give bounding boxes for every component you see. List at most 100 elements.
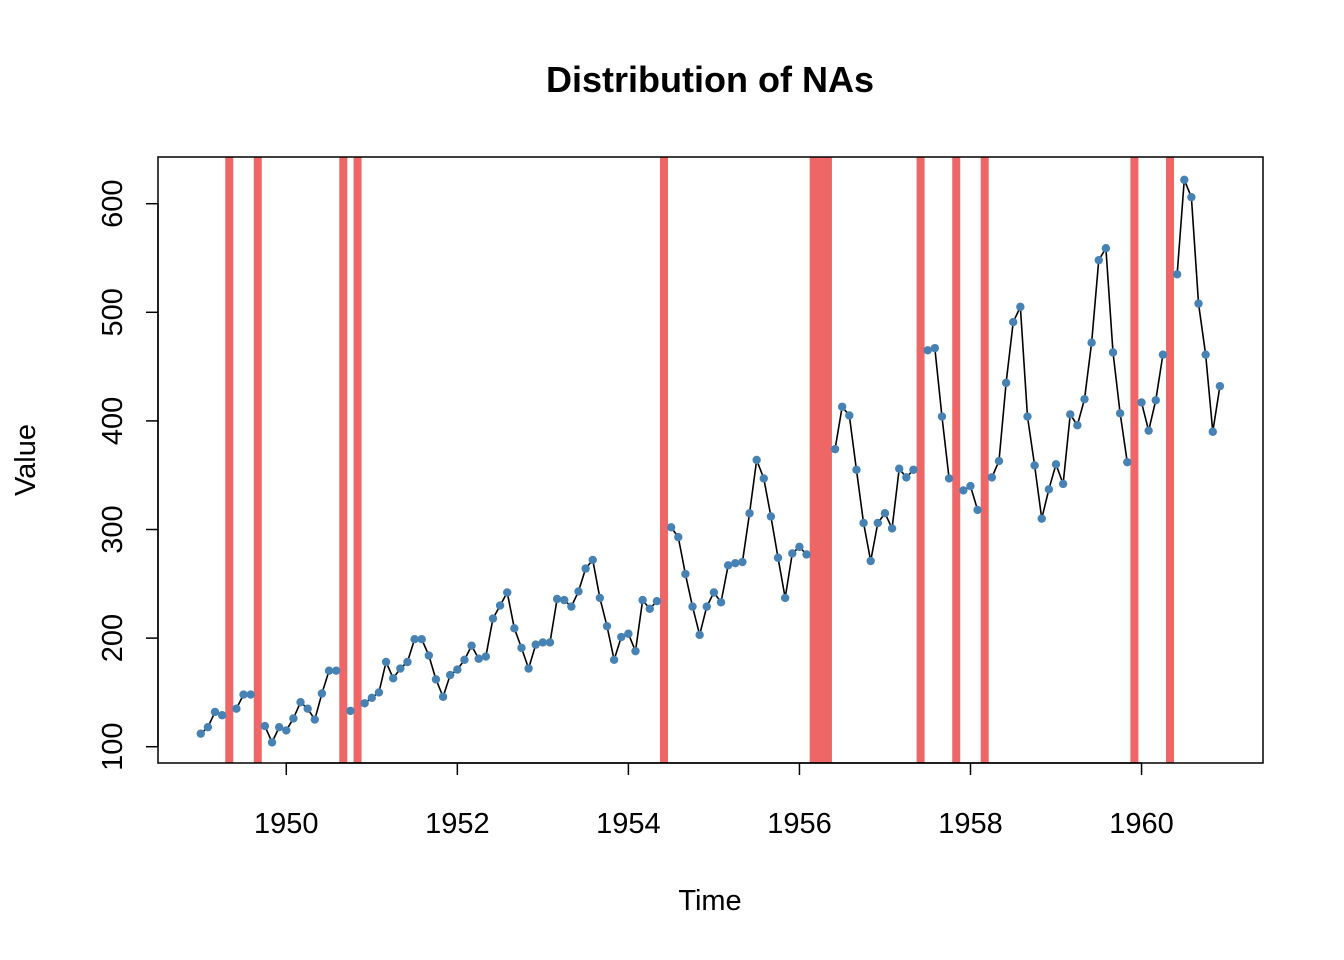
data-point — [1058, 479, 1068, 489]
data-point — [1108, 348, 1118, 357]
y-axis: 100 200 300 400 500 600 — [97, 180, 159, 771]
data-point — [1172, 270, 1182, 279]
series-line-segment — [1040, 489, 1050, 519]
data-point — [609, 655, 619, 665]
na-band — [916, 157, 925, 763]
data-point — [410, 634, 419, 644]
na-band — [253, 157, 262, 763]
series-line-segment — [549, 598, 558, 643]
series-line-segment — [677, 536, 687, 575]
data-point — [773, 553, 783, 562]
series-line-segment — [1090, 260, 1100, 343]
series-line-segment — [1140, 402, 1150, 431]
data-point — [538, 638, 548, 647]
data-point — [424, 651, 434, 660]
series-line-segment — [634, 599, 644, 652]
data-point — [560, 595, 569, 605]
y-tick-label: 200 — [97, 614, 129, 662]
data-point — [1073, 421, 1082, 430]
data-point — [324, 666, 334, 675]
series-line-segment — [1190, 197, 1200, 304]
data-point — [1201, 350, 1210, 359]
data-point — [795, 542, 804, 552]
data-point — [545, 638, 555, 647]
data-point — [388, 674, 398, 683]
data-point — [909, 465, 918, 474]
series — [196, 175, 1225, 747]
na-band — [823, 157, 832, 763]
data-point — [210, 707, 220, 717]
data-point — [681, 569, 690, 579]
data-point — [1087, 338, 1096, 347]
data-point — [531, 640, 540, 649]
na-band — [339, 157, 348, 763]
data-point — [602, 621, 612, 631]
data-point — [1115, 409, 1125, 418]
x-tick-label: 1954 — [596, 808, 661, 840]
series-line-segment — [777, 557, 786, 599]
data-point — [937, 412, 947, 421]
x-tick-label: 1960 — [1109, 808, 1174, 840]
data-point — [217, 711, 227, 720]
series-line-segment — [763, 478, 772, 517]
data-point — [517, 643, 526, 653]
data-point — [766, 512, 776, 521]
series-line-segment — [506, 592, 516, 629]
na-band — [660, 157, 669, 763]
data-point — [873, 518, 883, 528]
data-point — [367, 693, 377, 703]
data-point — [246, 690, 255, 699]
na-band — [980, 157, 989, 763]
data-point — [695, 630, 704, 640]
data-point — [232, 704, 241, 713]
y-tick-label: 300 — [97, 505, 129, 553]
data-point — [552, 594, 562, 604]
data-point — [745, 509, 754, 518]
data-point — [1016, 302, 1025, 312]
na-band — [225, 157, 234, 763]
na-band — [952, 157, 961, 763]
data-point — [930, 343, 940, 353]
data-point — [752, 455, 761, 465]
data-point — [567, 602, 576, 611]
series-line-segment — [684, 573, 694, 607]
data-point — [944, 474, 954, 483]
data-point — [488, 614, 498, 623]
data-point — [902, 473, 911, 482]
data-point — [503, 588, 512, 597]
data-point — [346, 706, 355, 716]
series-line-segment — [1204, 354, 1214, 432]
data-point — [1158, 350, 1168, 359]
data-point — [360, 699, 369, 708]
na-band — [809, 157, 818, 763]
series-line-segment — [1197, 303, 1207, 355]
x-axis: 1950 1952 1954 1956 1958 1960 — [254, 762, 1174, 840]
x-tick-label: 1950 — [254, 808, 319, 840]
data-point — [1001, 378, 1011, 388]
series-line-segment — [1033, 465, 1043, 519]
data-point — [1180, 175, 1189, 185]
data-point — [403, 657, 412, 667]
series-line-segment — [691, 606, 701, 636]
series-line-segment — [591, 559, 601, 599]
data-point — [574, 587, 583, 596]
data-point — [1151, 396, 1160, 405]
data-point — [317, 689, 327, 698]
series-line-segment — [855, 469, 865, 524]
data-point — [617, 632, 626, 642]
na-band — [816, 157, 825, 763]
y-tick-label: 400 — [97, 397, 129, 445]
data-point — [481, 652, 491, 661]
data-point — [959, 486, 968, 495]
plot-frame — [157, 156, 1264, 764]
series-line-segment — [1083, 342, 1093, 400]
series-line-segment — [941, 416, 950, 479]
data-point — [203, 722, 213, 732]
data-point — [652, 596, 662, 606]
series-line-segment — [1076, 398, 1086, 426]
data-point — [1137, 398, 1146, 407]
data-point — [581, 564, 590, 573]
series-line-segment — [998, 382, 1007, 462]
data-point — [446, 670, 455, 680]
data-point — [282, 726, 291, 735]
